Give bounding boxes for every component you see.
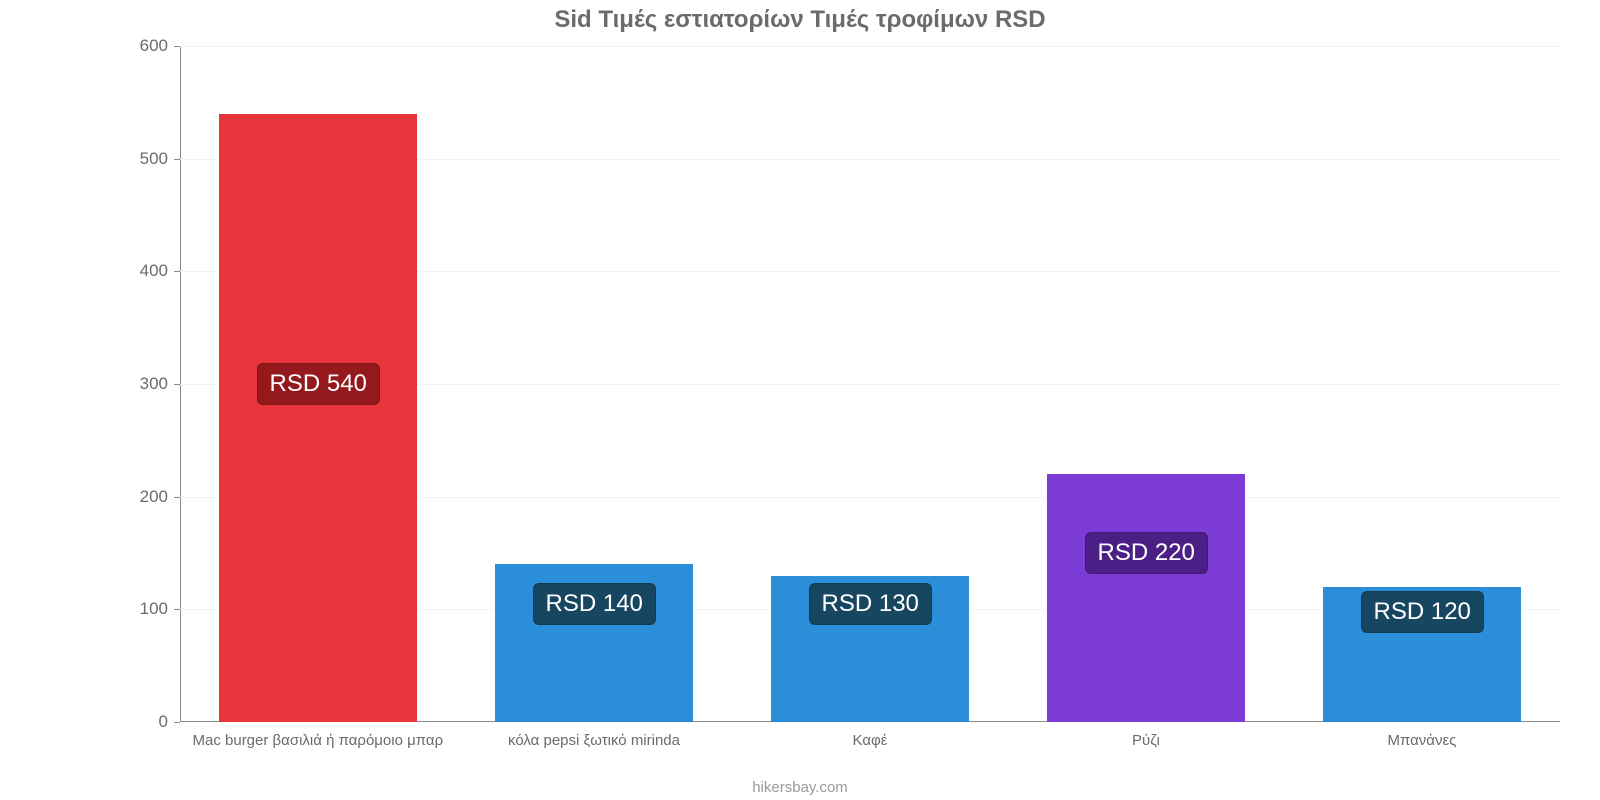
grid-line — [180, 46, 1560, 47]
y-tick-label: 500 — [140, 149, 180, 169]
bar — [1047, 474, 1246, 722]
y-tick-label: 600 — [140, 36, 180, 56]
category-label: Mac burger βασιλιά ή παρόμοιο μπαρ — [193, 722, 444, 749]
y-tick-label: 100 — [140, 599, 180, 619]
bar-value-label: RSD 220 — [1085, 532, 1208, 574]
chart-title: Sid Τιμές εστιατορίων Τιμές τροφίμων RSD — [0, 6, 1600, 34]
bar — [219, 114, 418, 722]
y-tick-label: 0 — [159, 712, 180, 732]
y-tick-label: 400 — [140, 261, 180, 281]
bar-value-label: RSD 130 — [809, 583, 932, 625]
y-tick-label: 200 — [140, 487, 180, 507]
plot-area: 0100200300400500600RSD 540Mac burger βασ… — [180, 46, 1560, 722]
price-bar-chart: Sid Τιμές εστιατορίων Τιμές τροφίμων RSD… — [0, 0, 1600, 800]
bar-value-label: RSD 120 — [1361, 591, 1484, 633]
bar-value-label: RSD 140 — [533, 583, 656, 625]
bar-value-label: RSD 540 — [257, 363, 380, 405]
category-label: κόλα pepsi ξωτικό mirinda — [508, 722, 680, 749]
category-label: Μπανάνες — [1388, 722, 1457, 749]
category-label: Ρύζι — [1132, 722, 1160, 749]
category-label: Καφέ — [853, 722, 888, 749]
chart-footer: hikersbay.com — [0, 779, 1600, 796]
y-tick-label: 300 — [140, 374, 180, 394]
